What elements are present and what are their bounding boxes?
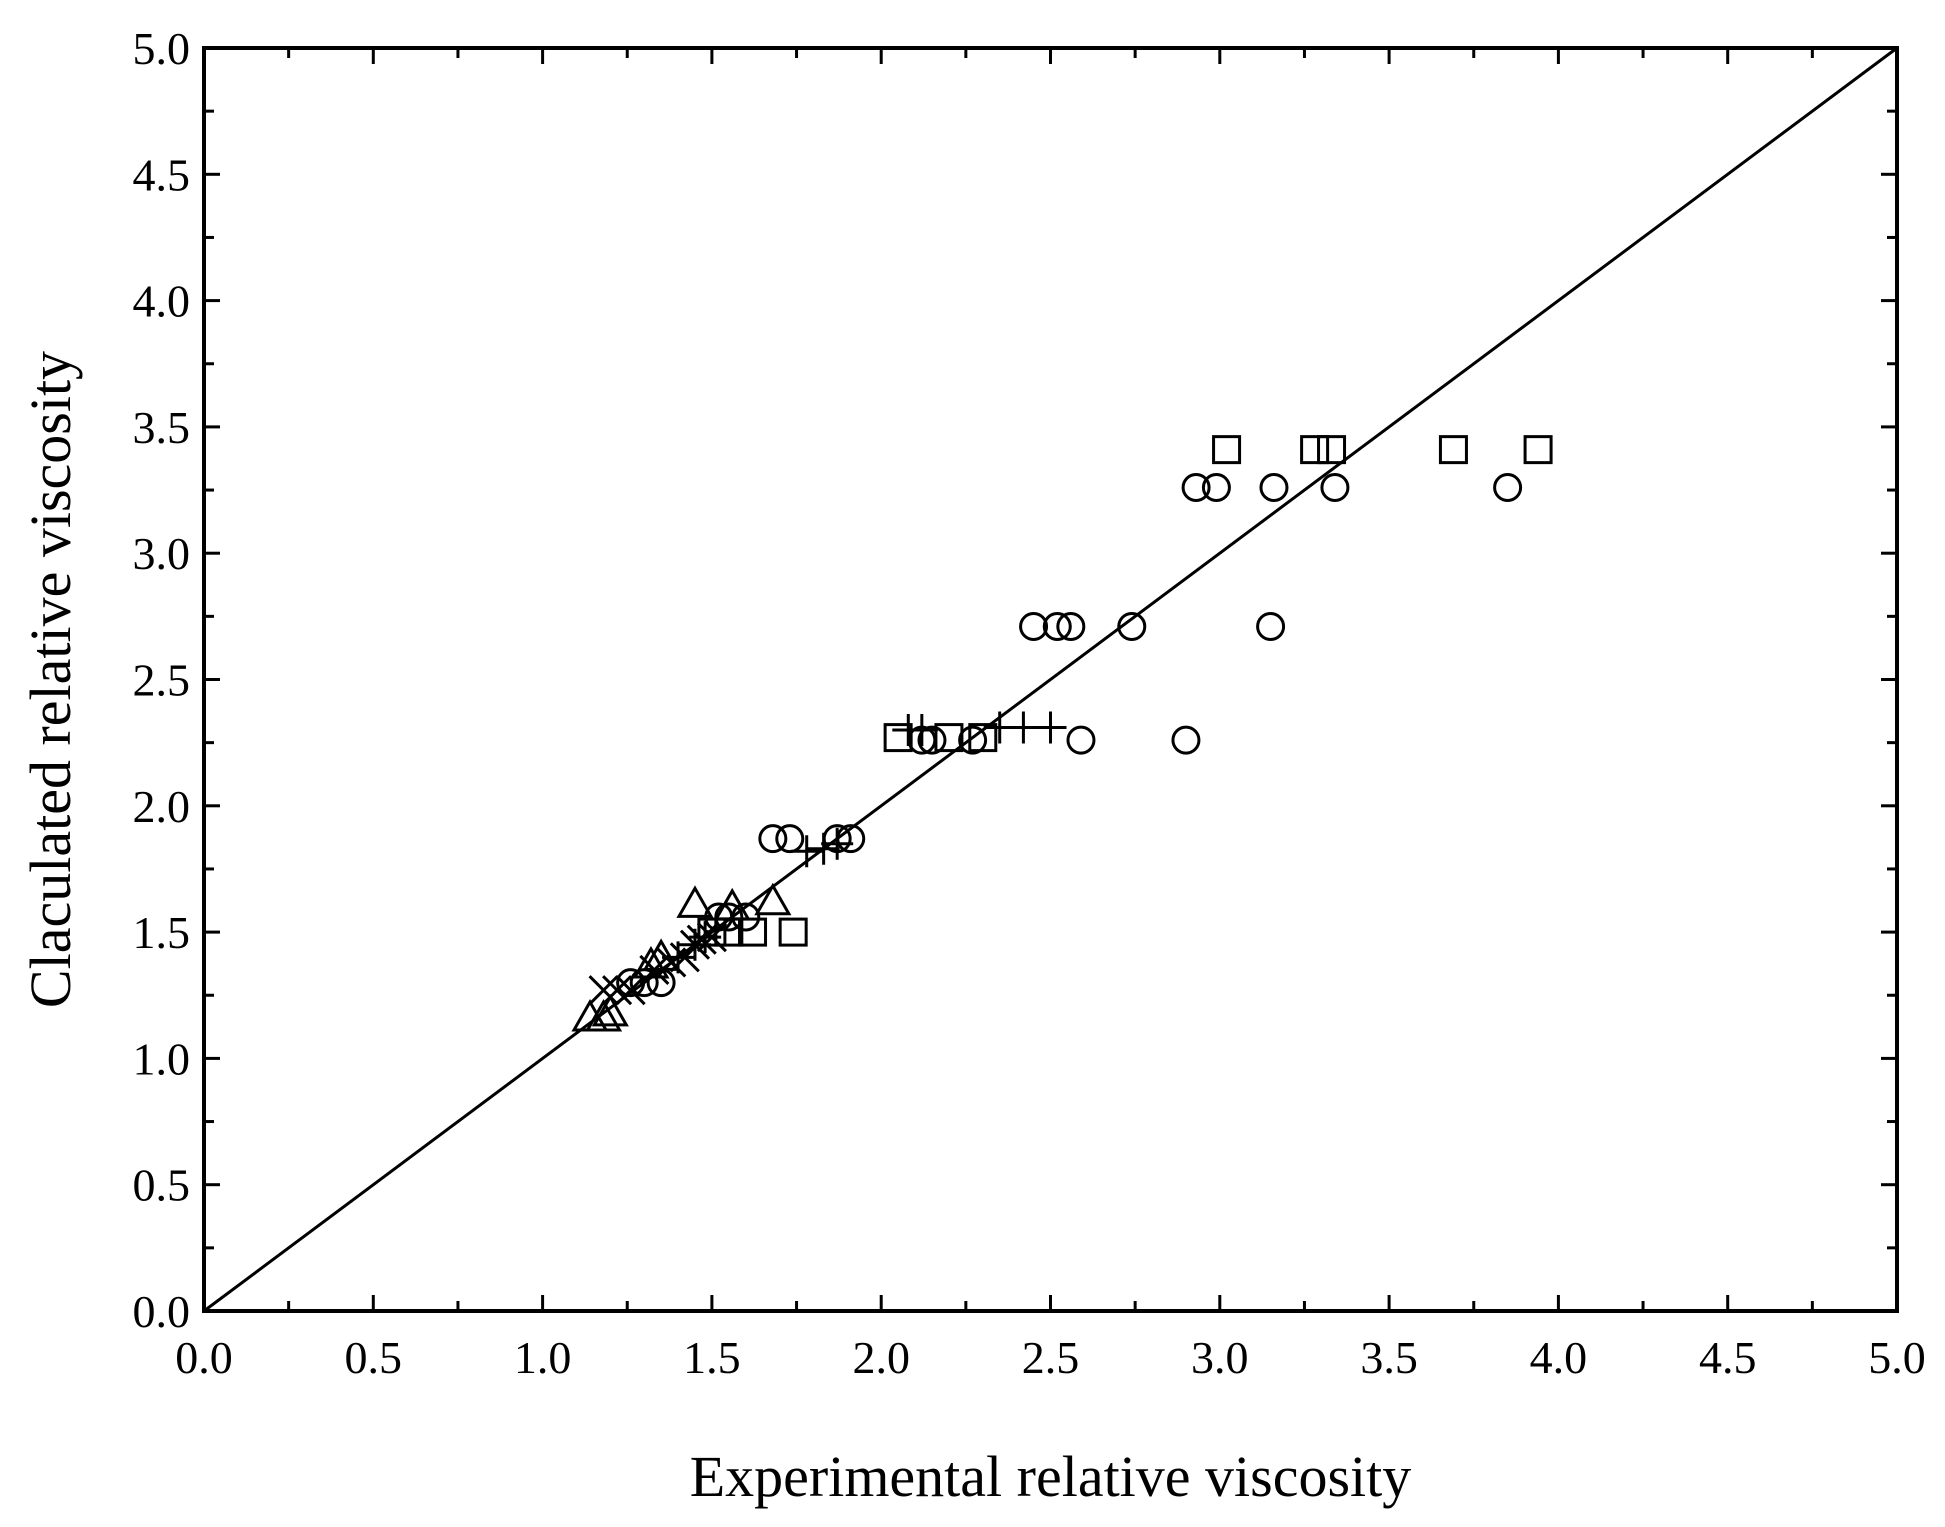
x-tick-labels: 0.0 0.5 1.0 1.5 2.0 2.5 3.0 3.5 4.0 4.5 5.0 <box>175 1332 1926 1383</box>
y-tick-label: 4.5 <box>133 149 191 200</box>
x-tick-label: 1.0 <box>514 1332 572 1383</box>
plot-frame <box>202 46 1899 1313</box>
x-tick-label: 0.5 <box>345 1332 403 1383</box>
data-point-circle <box>1042 611 1072 641</box>
y-tick-label: 4.0 <box>133 276 191 327</box>
data-point-circle <box>1493 473 1523 503</box>
data-point-circle <box>1019 611 1049 641</box>
data-point-triangle <box>754 882 792 916</box>
data-point-square <box>883 723 913 753</box>
data-point-circle <box>1201 473 1231 503</box>
data-point-circle <box>758 824 788 854</box>
y-tick-label: 0.0 <box>133 1286 191 1337</box>
data-point-square <box>697 917 727 947</box>
data-point-cross <box>588 975 619 1006</box>
data-point-square <box>1438 435 1468 465</box>
data-point-triangle <box>632 945 670 979</box>
x-tick-label: 3.5 <box>1360 1332 1418 1383</box>
y-tick-label: 2.0 <box>133 781 191 832</box>
x-tick-label: 4.0 <box>1530 1332 1588 1383</box>
data-point-cross <box>602 975 633 1006</box>
x-tick-label: 1.5 <box>683 1332 741 1383</box>
y-tick-label: 5.0 <box>133 23 191 74</box>
x-axis-title: Experimental relative viscosity <box>690 1444 1412 1509</box>
data-point-circle <box>1066 725 1096 755</box>
data-point-circle <box>731 902 761 932</box>
data-point-square <box>1300 435 1330 465</box>
data-point-circle <box>1117 611 1147 641</box>
data-point-square <box>1523 435 1553 465</box>
data-point-plus <box>1007 711 1040 744</box>
data-point-plus <box>905 714 938 747</box>
data-point-triangle <box>584 998 623 1032</box>
y-tick-label: 3.5 <box>133 402 191 453</box>
data-point-circle <box>775 824 805 854</box>
data-point-circle <box>1171 725 1201 755</box>
series-square <box>697 435 1553 947</box>
series-triangle <box>571 882 792 1032</box>
data-point-circle <box>1256 611 1286 641</box>
data-point-cross <box>615 975 646 1006</box>
x-tick-label: 5.0 <box>1868 1332 1926 1383</box>
y-tick-label: 0.5 <box>133 1160 191 1211</box>
data-point-square <box>1317 435 1347 465</box>
x-tick-label: 4.5 <box>1699 1332 1757 1383</box>
y-tick-labels: 0.0 0.5 1.0 1.5 2.0 2.5 3.0 3.5 4.0 4.5 5.0 <box>133 23 191 1337</box>
data-point-square <box>1212 435 1242 465</box>
data-points <box>571 435 1553 1032</box>
reference-line <box>203 46 1898 1313</box>
x-tick-label: 0.0 <box>175 1332 233 1383</box>
data-point-circle <box>1259 473 1289 503</box>
y-axis-title: Claculated relative viscosity <box>18 351 83 1008</box>
data-point-circle <box>1320 473 1350 503</box>
y-tick-label: 2.5 <box>133 655 191 706</box>
data-point-cross <box>696 922 727 953</box>
data-point-triangle <box>713 887 751 921</box>
x-tick-label: 3.0 <box>1191 1332 1249 1383</box>
series-cross <box>588 922 727 1006</box>
y-tick-label: 1.0 <box>133 1033 191 1084</box>
data-point-plus <box>790 835 823 868</box>
data-point-plus <box>807 832 840 865</box>
y-tick-label: 3.0 <box>133 528 191 579</box>
data-point-square <box>738 917 768 947</box>
data-point-cross <box>686 924 717 955</box>
data-point-square <box>778 917 808 947</box>
x-tick-label: 2.0 <box>852 1332 910 1383</box>
data-point-cross <box>639 954 670 986</box>
data-point-circle <box>1181 473 1211 503</box>
data-point-triangle <box>676 885 714 918</box>
data-point-plus <box>821 827 854 860</box>
data-point-square <box>968 723 998 753</box>
y-tick-label: 1.5 <box>133 907 191 958</box>
x-tick-label: 2.5 <box>1022 1332 1080 1383</box>
data-point-triangle <box>591 993 629 1027</box>
data-point-plus <box>1034 711 1067 744</box>
data-point-circle <box>917 725 947 755</box>
data-point-circle <box>1056 611 1086 641</box>
series-circle <box>616 473 1523 998</box>
data-point-circle <box>958 725 988 755</box>
data-point-triangle <box>642 938 680 971</box>
